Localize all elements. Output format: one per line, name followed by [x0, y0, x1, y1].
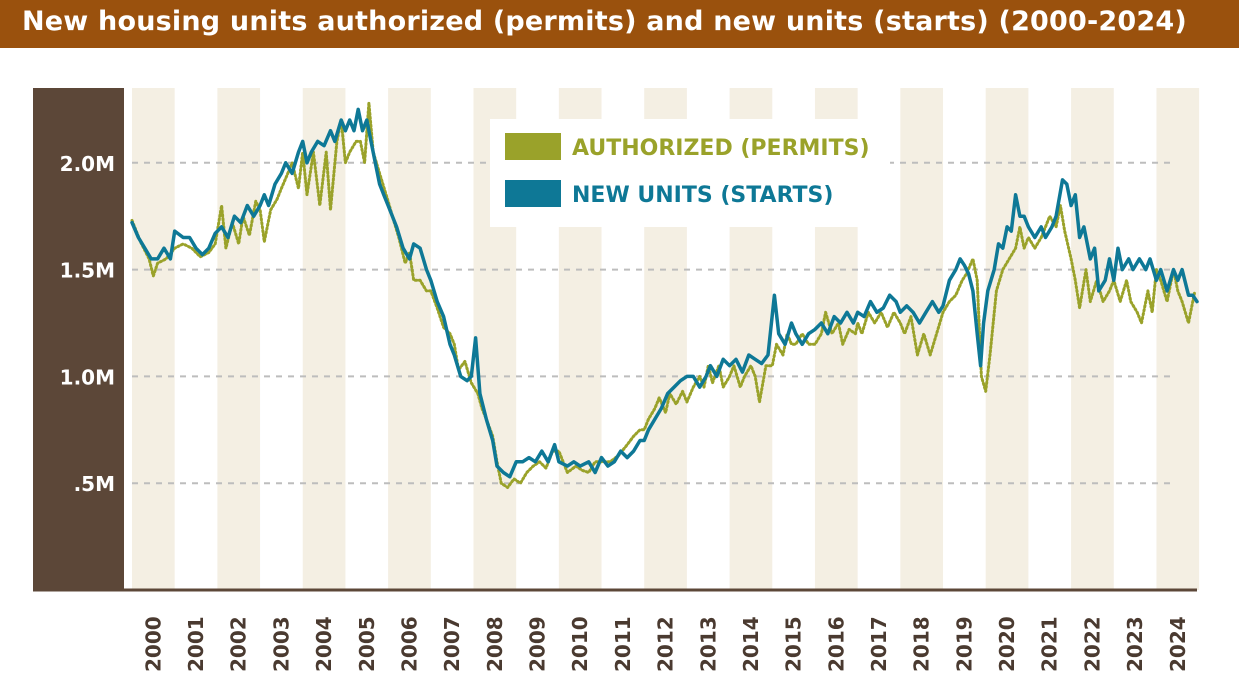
x-tick-label: 2015 [782, 616, 806, 672]
x-tick-label: 2023 [1123, 616, 1147, 672]
y-axis-panel [33, 88, 124, 590]
y-tick-label: 2.0M [60, 152, 115, 176]
x-tick-label: 2007 [440, 616, 464, 672]
x-tick-label: 2002 [227, 616, 251, 672]
year-band-2022 [1071, 88, 1114, 590]
legend-swatch [505, 133, 561, 160]
x-tick-label: 2017 [867, 616, 891, 672]
year-band-2006 [388, 88, 431, 590]
y-tick-labels: .5M 1.0M 1.5M 2.0M [60, 152, 115, 496]
x-tick-labels: 2000 2001 2002 2003 2004 2005 2006 2007 2008 2009… [141, 616, 1190, 672]
x-tick-label: 2000 [141, 616, 165, 672]
chart-title: New housing units authorized (permits) a… [22, 6, 1187, 37]
legend-label: NEW UNITS (STARTS) [572, 183, 833, 208]
x-tick-label: 2014 [739, 616, 763, 672]
x-tick-label: 2019 [952, 616, 976, 672]
y-tick-label: 1.5M [60, 259, 115, 283]
title-bar: New housing units authorized (permits) a… [0, 0, 1239, 48]
series-line-permits [130, 101, 1197, 489]
x-tick-label: 2010 [568, 616, 592, 672]
x-tick-label: 2013 [696, 616, 720, 672]
x-tick-label: 2011 [611, 616, 635, 672]
x-tick-label: 2004 [312, 616, 336, 672]
legend: AUTHORIZED (PERMITS) NEW UNITS (STARTS) [490, 119, 890, 227]
x-tick-label: 2006 [398, 616, 422, 672]
x-tick-label: 2020 [995, 616, 1019, 672]
x-tick-label: 2012 [654, 616, 678, 672]
x-tick-label: 2008 [483, 616, 507, 672]
x-tick-label: 2022 [1080, 616, 1104, 672]
legend-label: AUTHORIZED (PERMITS) [572, 136, 870, 161]
series-layer [130, 101, 1199, 489]
x-tick-label: 2005 [355, 616, 379, 672]
series-line-starts [130, 107, 1199, 479]
y-tick-label: .5M [74, 472, 115, 496]
legend-swatch [505, 180, 561, 207]
x-tick-label: 2003 [269, 616, 293, 672]
x-tick-label: 2018 [910, 616, 934, 672]
year-bands [132, 88, 1200, 590]
x-tick-label: 2016 [824, 616, 848, 672]
x-tick-label: 2024 [1166, 616, 1190, 672]
x-tick-label: 2021 [1038, 616, 1062, 672]
year-band-2024 [1156, 88, 1200, 590]
y-tick-label: 1.0M [60, 365, 115, 389]
year-band-2002 [217, 88, 261, 590]
x-tick-label: 2001 [184, 616, 208, 672]
x-tick-label: 2009 [526, 616, 550, 672]
year-band-2000 [132, 88, 175, 590]
